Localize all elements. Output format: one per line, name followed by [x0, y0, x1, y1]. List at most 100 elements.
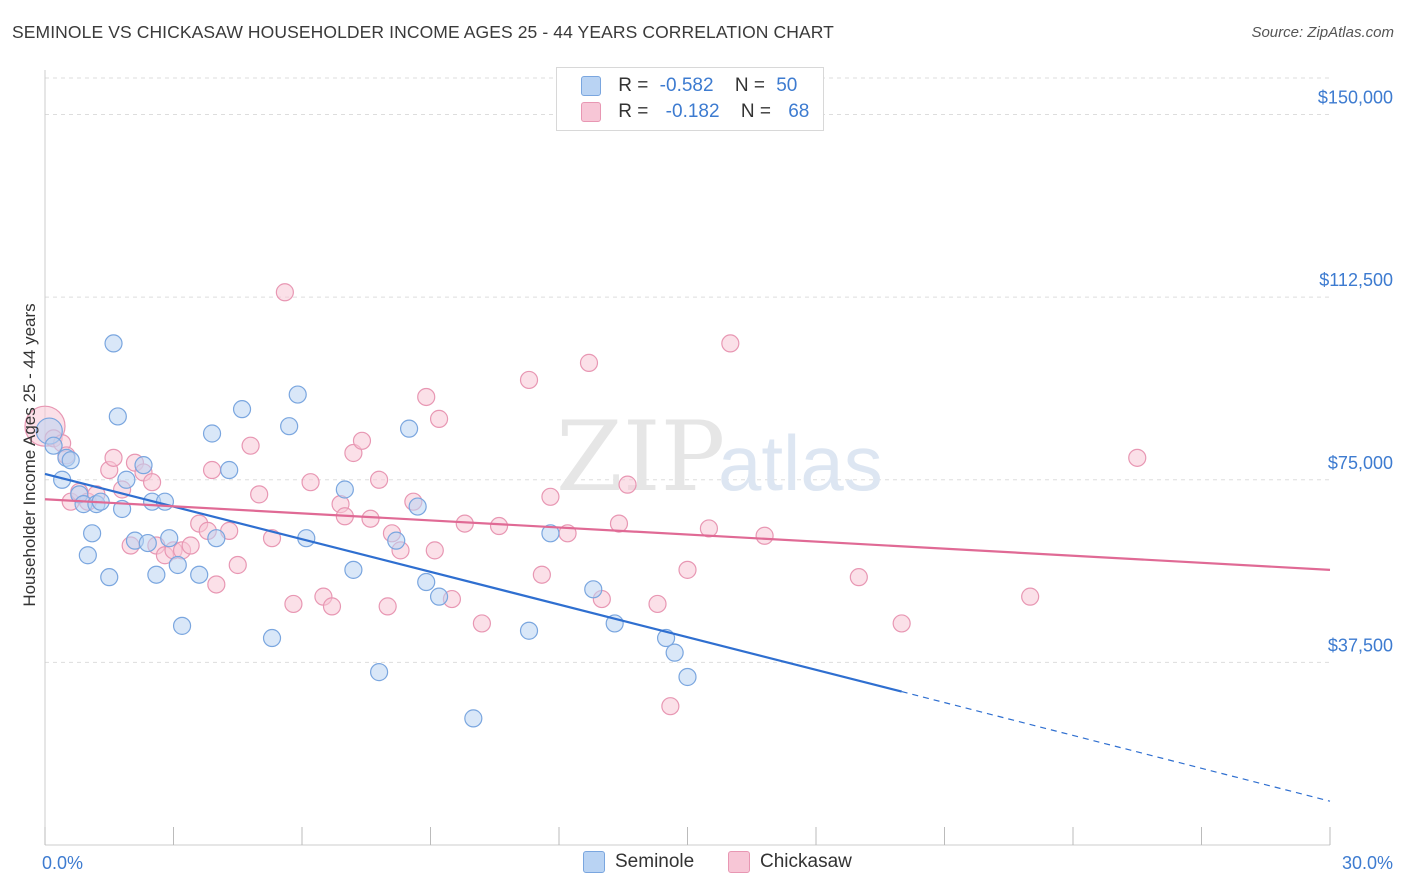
- seminole-points: [35, 334, 697, 728]
- seminole-point: [262, 628, 282, 648]
- seminole-point: [408, 497, 427, 516]
- chickasaw-point: [429, 409, 449, 428]
- legend-r-value: -0.182: [665, 101, 720, 122]
- seminole-point: [288, 385, 307, 404]
- legend-r-value: -0.582: [659, 75, 714, 96]
- legend-n-label: N =: [740, 101, 771, 122]
- chart-source: Source: ZipAtlas.com: [1251, 24, 1394, 41]
- legend-n-value: 50: [776, 75, 798, 96]
- seminole-point: [108, 407, 127, 426]
- seminole-point: [207, 529, 226, 548]
- seminole-point: [464, 709, 483, 728]
- chickasaw-point: [228, 555, 247, 575]
- chickasaw-point: [699, 519, 719, 538]
- seminole-swatch: [583, 851, 605, 873]
- chickasaw-point: [417, 387, 436, 407]
- chickasaw-point: [1021, 587, 1040, 606]
- chickasaw-point: [519, 370, 539, 390]
- y-tick-label: $75,000: [1328, 453, 1393, 473]
- watermark: ZIP atlas: [556, 401, 883, 513]
- y-axis-title: Householder Income Ages 25 - 44 years: [20, 303, 39, 606]
- seminole-point: [280, 417, 299, 436]
- chickasaw-swatch: [581, 101, 601, 122]
- chickasaw-point: [378, 597, 397, 616]
- seminole-point: [399, 419, 419, 438]
- seminole-swatch: [581, 75, 601, 96]
- seminole-point: [172, 616, 192, 635]
- legend-r-label: R =: [618, 75, 649, 96]
- seminole-point: [344, 560, 363, 579]
- legend-row-chickasaw: R = -0.182 N = 68: [581, 101, 809, 125]
- axes: [44, 70, 1331, 846]
- stats-legend: R = -0.582 N = 50 R = -0.182 N = 68: [556, 67, 824, 131]
- seminole-point: [44, 436, 63, 455]
- chart-title: SEMINOLE VS CHICKASAW HOUSEHOLDER INCOME…: [12, 22, 834, 42]
- seminole-point: [78, 546, 97, 565]
- chickasaw-point: [241, 436, 260, 455]
- chickasaw-point: [361, 509, 380, 528]
- chickasaw-point: [661, 697, 680, 716]
- chickasaw-point: [579, 353, 599, 372]
- seminole-point: [584, 580, 603, 599]
- seminole-point: [61, 451, 80, 470]
- seminole-point: [335, 480, 354, 499]
- chickasaw-point: [609, 514, 629, 533]
- seminole-point: [665, 643, 684, 662]
- seminole-point: [678, 667, 697, 687]
- y-tick-label: $37,500: [1328, 635, 1393, 655]
- seminole-trend-line: [44, 472, 902, 693]
- chickasaw-point: [262, 529, 282, 548]
- chickasaw-point: [104, 448, 123, 467]
- y-tick-label: $112,500: [1319, 270, 1393, 290]
- seminole-point: [117, 470, 136, 489]
- chickasaw-point: [275, 283, 294, 302]
- chickasaw-point: [207, 575, 226, 594]
- chickasaw-point: [648, 594, 667, 614]
- bottom-legend-chickasaw-label: Chickasaw: [760, 851, 852, 873]
- watermark-zip: ZIP: [556, 401, 725, 513]
- bottom-legend-seminole-label: Seminole: [615, 851, 695, 873]
- legend-row-seminole: R = -0.582 N = 50: [581, 75, 797, 99]
- chickasaw-point: [370, 470, 389, 489]
- chickasaw-point: [142, 473, 162, 492]
- seminole-point: [232, 400, 252, 419]
- trend-lines: [44, 472, 1331, 802]
- chickasaw-point: [181, 536, 200, 555]
- seminole-point: [160, 529, 179, 548]
- watermark-atlas: atlas: [718, 419, 883, 507]
- chickasaw-point: [1128, 448, 1147, 467]
- x-tick-label-max: 30.0%: [1342, 853, 1393, 873]
- seminole-point: [429, 587, 449, 606]
- seminole-point: [155, 492, 175, 511]
- legend-n-value: 68: [788, 101, 810, 122]
- seminole-point: [104, 334, 123, 353]
- chickasaw-point: [849, 568, 868, 587]
- chickasaw-point: [322, 597, 342, 616]
- seminole-point: [519, 621, 539, 640]
- seminole-point: [138, 533, 157, 553]
- seminole-point: [220, 460, 239, 480]
- chickasaw-point: [618, 475, 637, 494]
- chickasaw-point: [284, 594, 303, 614]
- seminole-point: [370, 663, 389, 682]
- chickasaw-point: [301, 473, 320, 492]
- bottom-legend-seminole: Seminole: [583, 851, 694, 873]
- seminole-point: [387, 531, 406, 550]
- chickasaw-point: [352, 431, 372, 450]
- chickasaw-point: [721, 334, 740, 353]
- x-tick-label-min: 0.0%: [42, 853, 83, 873]
- chickasaw-swatch: [728, 851, 750, 873]
- seminole-point: [83, 524, 102, 543]
- seminole-point: [147, 565, 166, 584]
- seminole-point: [190, 565, 209, 584]
- chickasaw-point: [532, 565, 551, 584]
- y-tick-label: $150,000: [1318, 88, 1393, 108]
- seminole-point: [417, 572, 436, 592]
- chickasaw-point: [678, 560, 697, 579]
- chickasaw-point: [541, 487, 560, 506]
- chickasaw-point: [425, 541, 444, 560]
- tick-labels: $37,500 $75,000 $112,500 $150,000 0.0% 30.0%: [42, 88, 1393, 873]
- chickasaw-point: [472, 614, 491, 633]
- chickasaw-point: [489, 516, 509, 536]
